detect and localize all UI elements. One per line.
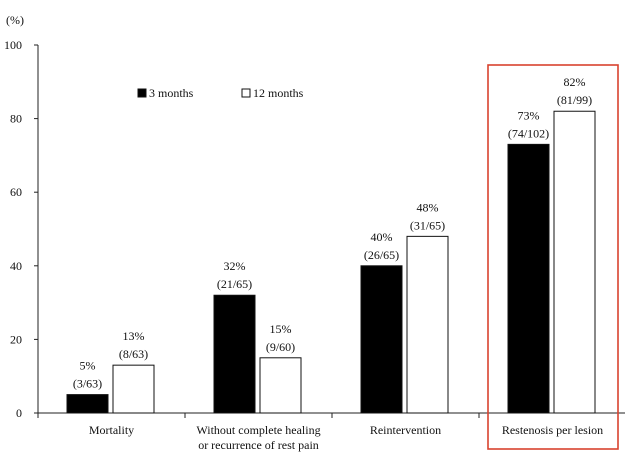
bar-count-label: (26/65) xyxy=(364,248,399,262)
bar-percent-label: 32% xyxy=(224,259,246,273)
category-label: Reintervention xyxy=(370,423,441,437)
y-axis-unit-label: (%) xyxy=(6,13,24,27)
bar-percent-label: 15% xyxy=(270,322,292,336)
legend-swatch-12-months xyxy=(241,88,251,98)
category-label: Without complete healing xyxy=(196,423,320,437)
category-label: or recurrence of rest pain xyxy=(198,438,319,452)
bar-percent-label: 73% xyxy=(518,108,540,122)
legend-label-3-months: 3 months xyxy=(149,86,194,100)
bar-percent-label: 48% xyxy=(417,200,439,214)
legend-label-12-months: 12 months xyxy=(253,86,304,100)
category-label: Restenosis per lesion xyxy=(502,423,603,437)
bar-percent-label: 40% xyxy=(371,230,393,244)
y-tick-label: 40 xyxy=(10,259,22,273)
bar-3-months xyxy=(507,143,550,414)
bar-count-label: (31/65) xyxy=(410,218,445,232)
highlight-box xyxy=(487,64,619,450)
y-tick-label: 100 xyxy=(4,38,22,52)
bar-count-label: (74/102) xyxy=(508,126,549,140)
legend-swatch-3-months xyxy=(137,88,147,98)
bar-12-months xyxy=(553,110,596,414)
bar-12-months xyxy=(259,357,302,414)
bar-percent-label: 5% xyxy=(80,359,96,373)
bar-count-label: (8/63) xyxy=(119,347,148,361)
bar-3-months xyxy=(360,265,403,414)
bar-percent-label: 13% xyxy=(123,329,145,343)
bar-count-label: (3/63) xyxy=(73,377,102,391)
y-tick-label: 0 xyxy=(16,406,22,420)
y-tick-label: 20 xyxy=(10,332,22,346)
bar-12-months xyxy=(112,364,155,414)
y-tick-label: 80 xyxy=(10,112,22,126)
category-label: Mortality xyxy=(89,423,134,437)
bar-count-label: (21/65) xyxy=(217,277,252,291)
bar-12-months xyxy=(406,235,449,414)
bar-3-months xyxy=(213,294,256,414)
y-tick-label: 60 xyxy=(10,185,22,199)
bar-percent-label: 82% xyxy=(564,75,586,89)
bar-count-label: (81/99) xyxy=(557,93,592,107)
bar-3-months xyxy=(66,394,109,414)
bar-count-label: (9/60) xyxy=(266,340,295,354)
